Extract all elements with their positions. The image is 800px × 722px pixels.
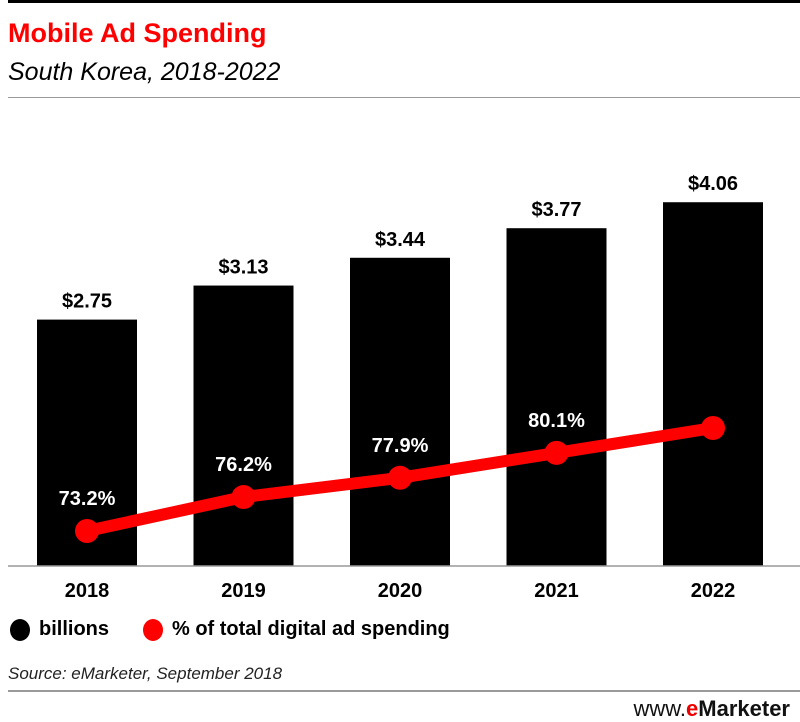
percent-label-2019: 76.2% (215, 454, 272, 476)
percent-point-2018 (75, 519, 99, 543)
bar-2022 (663, 202, 763, 566)
bar-2021 (506, 228, 607, 566)
percent-point-2022 (701, 415, 725, 440)
chart-subtitle: South Korea, 2018-2022 (8, 58, 281, 86)
chart-plot: $2.75 2018 $3.13 2019 $3.44 2020 $3.77 2021 $4.0… (8, 173, 800, 602)
legend-swatch-percent (143, 618, 163, 641)
percent-label-2021: 80.1% (528, 410, 585, 432)
x-tick-2019: 2019 (221, 580, 266, 602)
x-tick-2020: 2020 (378, 580, 423, 602)
legend-label-billions: billions (39, 618, 109, 640)
footer-divider (8, 690, 800, 692)
bar-label-2021: $3.77 (531, 199, 581, 221)
bar-label-2020: $3.44 (375, 229, 426, 251)
brand-logo: www.eMarketer (633, 696, 790, 721)
percent-point-2020 (388, 465, 412, 490)
bar-2020 (350, 257, 450, 566)
x-tick-2021: 2021 (534, 580, 579, 602)
x-tick-2022: 2022 (691, 580, 736, 602)
percent-label-2018: 73.2% (59, 488, 116, 510)
bar-label-2019: $3.13 (218, 257, 268, 279)
x-tick-2018: 2018 (65, 580, 110, 602)
bar-2019 (193, 285, 294, 566)
percent-point-2019 (231, 485, 256, 510)
bar-label-2022: $4.06 (688, 173, 738, 195)
legend-swatch-billions (10, 618, 30, 641)
title-divider (8, 97, 800, 98)
chart-title: Mobile Ad Spending (8, 18, 267, 48)
percent-label-2020: 77.9% (372, 435, 429, 457)
legend-label-percent: % of total digital ad spending (172, 618, 450, 640)
percent-point-2021 (544, 440, 569, 465)
top-rule (8, 0, 800, 3)
percent-label-2022: 82.3% (685, 385, 742, 407)
bar-label-2018: $2.75 (62, 291, 112, 313)
source-note: Source: eMarketer, September 2018 (8, 664, 283, 683)
legend: billions % of total digital ad spending (10, 618, 450, 641)
